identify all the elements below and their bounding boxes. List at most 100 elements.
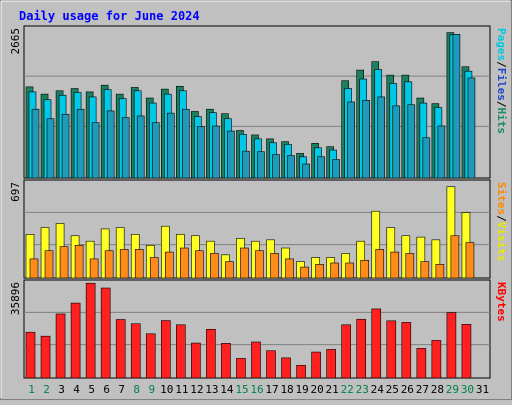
axis-label-pages: Pages <box>495 28 508 61</box>
day-label-29: 29 <box>446 383 459 396</box>
bar-sites-day-27 <box>420 261 430 279</box>
bar-sites-day-5 <box>89 258 99 279</box>
bar-kbytes-day-30 <box>461 323 472 379</box>
panel-axis-label: KBytes <box>495 282 508 322</box>
bar-pages-day-11 <box>182 108 190 179</box>
bar-pages-day-9 <box>151 122 160 179</box>
bar-kbytes-day-19 <box>296 364 306 379</box>
day-label-6: 6 <box>103 383 110 396</box>
day-labels: 1 2 3 4 5 6 7 8 9 10 11 12 13 14 15 16 17 18 19 20 21 22 23 24 2… <box>28 383 489 396</box>
bar-sites-day-12 <box>195 250 204 279</box>
bar-sites-day-19 <box>300 266 309 279</box>
bar-kbytes-day-26 <box>401 322 412 379</box>
day-label-13: 13 <box>205 383 218 396</box>
day-label-11: 11 <box>175 383 188 396</box>
bar-sites-day-16 <box>255 250 264 279</box>
bar-kbytes-day-27 <box>416 348 427 379</box>
panel-axis-label: Pages/Files/Hits <box>495 28 508 134</box>
bar-kbytes-day-18 <box>281 357 291 379</box>
bar-sites-day-2 <box>44 250 54 279</box>
bar-pages-day-8 <box>136 115 145 179</box>
day-label-27: 27 <box>416 383 429 396</box>
bar-kbytes-day-3 <box>55 313 66 379</box>
bar-kbytes-day-9 <box>145 333 156 379</box>
panel-pages-files-hits: 2665 Pages/Files/Hits <box>9 25 508 179</box>
day-label-19: 19 <box>295 383 308 396</box>
bar-pages-day-21 <box>332 159 340 179</box>
panel-max-label: 697 <box>9 182 22 202</box>
bar-kbytes-day-12 <box>191 342 201 379</box>
bar-sites-day-9 <box>149 257 159 279</box>
bar-sites-day-28 <box>435 264 445 279</box>
panel-axis-label: Sites/Visits <box>495 182 508 262</box>
bar-sites-day-30 <box>465 242 475 279</box>
bar-pages-day-13 <box>212 125 220 179</box>
day-label-23: 23 <box>356 383 369 396</box>
day-label-5: 5 <box>88 383 95 396</box>
bar-sites-day-14 <box>225 261 234 279</box>
bar-sites-day-17 <box>270 253 279 279</box>
bar-pages-day-15 <box>242 150 250 179</box>
day-label-15: 15 <box>235 383 248 396</box>
bar-pages-day-28 <box>437 125 446 179</box>
bar-sites-day-8 <box>134 249 144 279</box>
bar-sites-day-3 <box>59 246 69 279</box>
panel-max-label: 2665 <box>9 28 22 55</box>
bar-kbytes-day-16 <box>251 341 261 379</box>
bar-sites-day-4 <box>74 244 84 279</box>
bar-pages-day-4 <box>76 108 85 179</box>
day-label-16: 16 <box>250 383 263 396</box>
bar-pages-day-2 <box>46 118 55 179</box>
series-sites <box>29 235 475 279</box>
bar-sites-day-11 <box>180 247 189 279</box>
bar-pages-day-6 <box>106 110 115 179</box>
bar-sites-day-1 <box>29 258 39 279</box>
day-label-9: 9 <box>148 383 155 396</box>
bar-kbytes-day-25 <box>386 320 397 379</box>
day-label-21: 21 <box>326 383 339 396</box>
bar-pages-day-19 <box>302 163 310 179</box>
bar-pages-day-26 <box>407 104 416 179</box>
bar-pages-day-1 <box>31 108 40 179</box>
bar-kbytes-day-29 <box>446 312 457 379</box>
bar-pages-day-12 <box>197 126 205 179</box>
bar-pages-day-27 <box>422 137 431 179</box>
day-label-1: 1 <box>28 383 35 396</box>
bar-pages-day-10 <box>166 112 175 179</box>
day-label-10: 10 <box>160 383 173 396</box>
bar-sites-day-18 <box>285 258 294 279</box>
bar-pages-day-16 <box>257 151 265 179</box>
day-label-24: 24 <box>371 383 385 396</box>
bar-sites-day-20 <box>315 264 324 279</box>
bar-pages-day-24 <box>377 96 386 179</box>
axis-label-sites: Sites <box>495 182 508 215</box>
day-label-14: 14 <box>220 383 234 396</box>
bar-kbytes-day-1 <box>25 331 36 379</box>
axis-label-separator: / <box>495 61 508 68</box>
day-label-28: 28 <box>431 383 444 396</box>
bar-sites-day-15 <box>240 247 249 279</box>
bar-kbytes-day-24 <box>371 308 382 379</box>
day-label-31: 31 <box>476 383 489 396</box>
bar-pages-day-18 <box>287 155 295 179</box>
bar-kbytes-day-15 <box>236 358 246 379</box>
bar-pages-day-30 <box>467 77 476 179</box>
bar-sites-day-22 <box>345 262 354 279</box>
day-label-26: 26 <box>401 383 414 396</box>
bar-pages-day-29 <box>452 34 461 179</box>
day-label-20: 20 <box>311 383 324 396</box>
bar-kbytes-day-28 <box>431 340 442 379</box>
bar-kbytes-day-6 <box>100 287 111 379</box>
bar-sites-day-13 <box>210 253 219 279</box>
bar-kbytes-day-11 <box>176 324 186 379</box>
chart-title: Daily usage for June 2024 <box>19 9 200 23</box>
bar-pages-day-7 <box>121 117 130 179</box>
axis-label-visits: Visits <box>495 222 508 262</box>
bar-sites-day-7 <box>119 249 129 279</box>
bar-sites-day-6 <box>104 250 114 279</box>
bar-sites-day-25 <box>390 251 400 279</box>
bar-sites-day-10 <box>164 251 174 279</box>
